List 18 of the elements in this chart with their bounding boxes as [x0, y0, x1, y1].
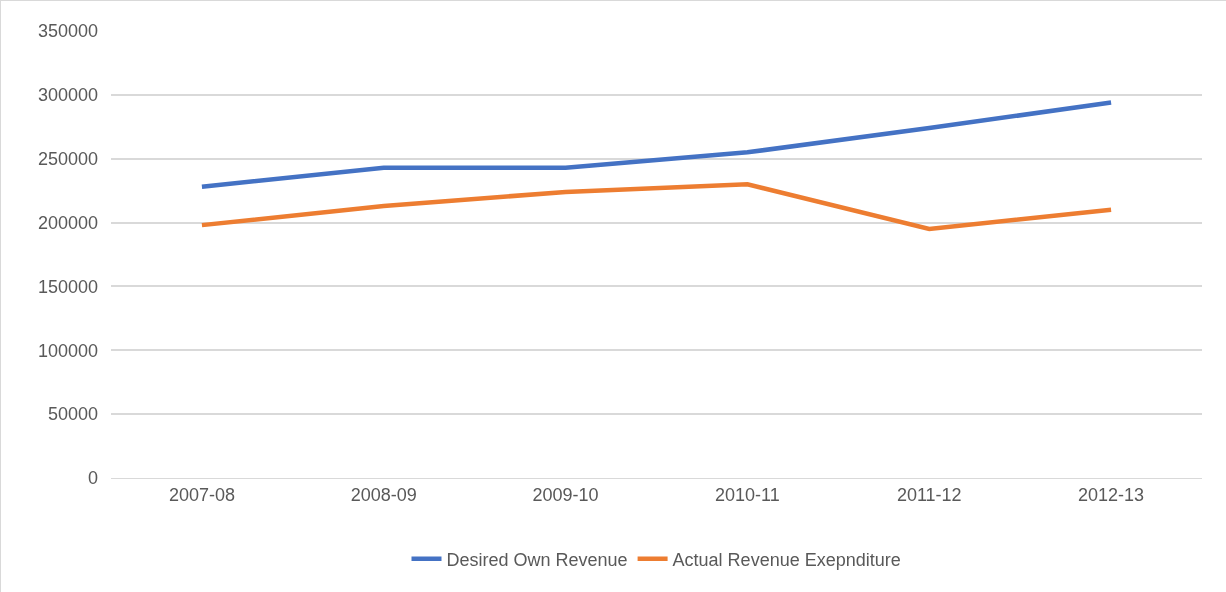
legend-label: Desired Own Revenue — [446, 549, 628, 570]
x-tick-label: 2008-09 — [350, 484, 417, 505]
y-tick-label: 200000 — [37, 212, 98, 233]
x-tick-label: 2007-08 — [168, 484, 235, 505]
y-tick-label: 250000 — [37, 149, 98, 170]
y-tick-label: 300000 — [37, 85, 98, 106]
x-tick-label: 2011-12 — [896, 484, 962, 505]
y-tick-label: 350000 — [37, 21, 98, 42]
y-tick-label: 150000 — [37, 276, 98, 297]
x-tick-label: 2012-13 — [1078, 484, 1145, 505]
y-tick-label: 0 — [87, 468, 98, 489]
line-series — [199, 100, 1114, 190]
x-tick-label: 2010-11 — [715, 484, 780, 505]
line-series — [199, 182, 1114, 232]
y-tick-label: 50000 — [47, 404, 98, 425]
y-tick-label: 100000 — [37, 340, 98, 361]
x-tick-label: 2009-10 — [532, 484, 599, 505]
legend-label: Actual Revenue Exepnditure — [672, 549, 901, 570]
